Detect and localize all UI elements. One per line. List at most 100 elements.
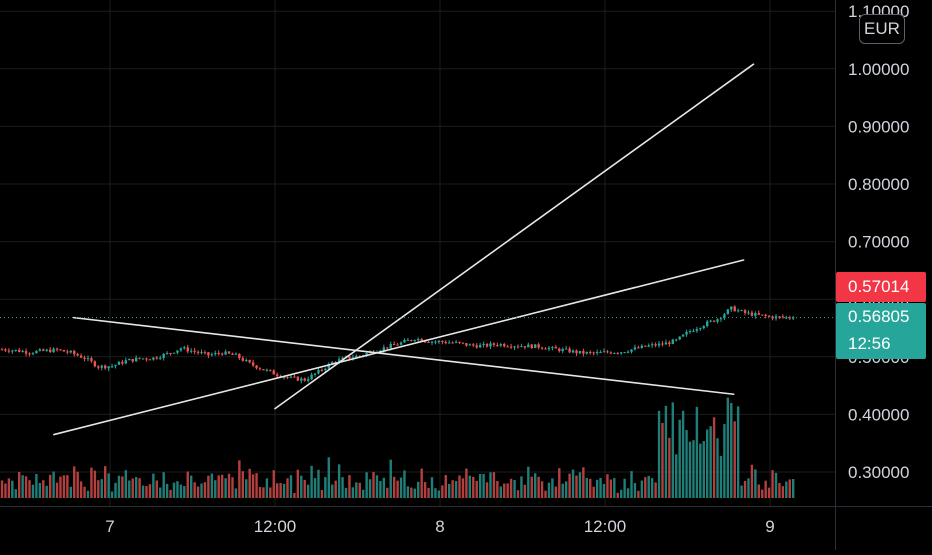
high-price-value: 0.57014 xyxy=(848,277,910,296)
candle-body xyxy=(406,339,410,341)
volume-bar xyxy=(767,487,771,498)
candle-body xyxy=(448,342,451,344)
candle-body xyxy=(554,346,558,349)
candle-body xyxy=(454,341,458,343)
candle-body xyxy=(726,309,730,315)
volume-bar xyxy=(138,478,141,498)
candle-body xyxy=(664,342,668,345)
volume-bar xyxy=(121,476,124,498)
volume-bar xyxy=(706,429,709,498)
volume-bar xyxy=(62,475,66,498)
volume-bar xyxy=(750,464,754,498)
volume-bar xyxy=(781,486,785,498)
candle-body xyxy=(214,352,217,355)
volume-bar xyxy=(131,478,134,498)
candle-body xyxy=(706,321,709,327)
candle-body xyxy=(255,365,258,369)
candle-body xyxy=(685,331,688,335)
volume-bar xyxy=(764,480,767,498)
volume-bar xyxy=(7,478,11,498)
candle-body xyxy=(155,357,158,359)
volume-bar xyxy=(255,473,258,498)
candle-body xyxy=(55,348,59,350)
volume-bar xyxy=(719,455,723,498)
candle-body xyxy=(196,351,200,353)
candle-body xyxy=(503,344,506,347)
candle-body xyxy=(399,342,403,345)
currency-chip[interactable]: EUR xyxy=(859,14,905,44)
candle-body xyxy=(265,369,269,371)
candle-body xyxy=(709,320,712,322)
candle-body xyxy=(702,326,705,329)
volume-bar xyxy=(286,478,289,498)
candle-body xyxy=(688,330,692,332)
candle-body xyxy=(262,369,265,371)
candle-body xyxy=(626,351,630,353)
volume-bar xyxy=(771,470,774,498)
volume-bar xyxy=(606,474,609,498)
trend-line[interactable] xyxy=(274,63,755,410)
candle-body xyxy=(269,369,272,371)
volume-bar xyxy=(699,443,702,498)
candle-body xyxy=(616,352,619,354)
candle-body xyxy=(413,340,416,342)
last-price-value: 0.56805 xyxy=(848,307,910,326)
candle-body xyxy=(220,353,224,355)
candle-body xyxy=(430,341,434,343)
candle-body xyxy=(417,338,420,341)
volume-bar xyxy=(558,468,561,498)
volume-bar xyxy=(117,475,121,498)
candle-body xyxy=(148,359,152,361)
volume-bar xyxy=(42,480,45,498)
candle-body xyxy=(210,354,214,356)
volume-bar xyxy=(688,441,692,498)
volume-bar xyxy=(630,471,633,498)
volume-bar xyxy=(183,486,186,498)
candle-body xyxy=(681,334,685,337)
candle-body xyxy=(444,341,447,344)
candle-body xyxy=(69,350,72,353)
candle-body xyxy=(761,314,764,316)
volume-bar xyxy=(11,480,14,498)
trend-lines[interactable] xyxy=(53,63,755,436)
volume-bar xyxy=(582,467,585,498)
candle-body xyxy=(650,344,654,346)
candle-body xyxy=(778,316,781,318)
volume-bar xyxy=(251,474,255,498)
volume-bar xyxy=(276,483,279,498)
candle-body xyxy=(337,359,341,363)
candle-body xyxy=(654,344,657,346)
volume-bar xyxy=(423,482,427,498)
volume-bar xyxy=(104,466,107,498)
volume-bar xyxy=(262,487,265,498)
volume-bar xyxy=(564,481,568,498)
candle-body xyxy=(623,352,626,354)
candle-body xyxy=(14,349,17,351)
candle-body xyxy=(83,357,86,359)
candle-body xyxy=(509,346,513,348)
candle-body xyxy=(31,353,35,355)
volume-bar xyxy=(227,473,231,498)
price-axis-label: 0.30000 xyxy=(848,463,909,482)
trend-line[interactable] xyxy=(72,316,735,396)
volume-bar xyxy=(351,487,355,498)
volume-bar xyxy=(386,487,389,498)
volume-bar xyxy=(217,475,220,498)
volume-bar xyxy=(757,484,760,498)
candle-body xyxy=(657,343,661,346)
volume-bar xyxy=(148,484,152,498)
volume-bar xyxy=(754,469,757,498)
candle-body xyxy=(117,361,121,365)
candle-body xyxy=(52,348,55,353)
price-axis-label: 0.40000 xyxy=(848,405,909,424)
volume-bar xyxy=(554,486,558,498)
candle-body xyxy=(743,310,747,313)
candle-body xyxy=(114,364,117,367)
candle-body xyxy=(200,352,203,354)
candle-body xyxy=(172,352,176,354)
trend-line[interactable] xyxy=(53,259,745,436)
volume-bar xyxy=(31,484,35,498)
